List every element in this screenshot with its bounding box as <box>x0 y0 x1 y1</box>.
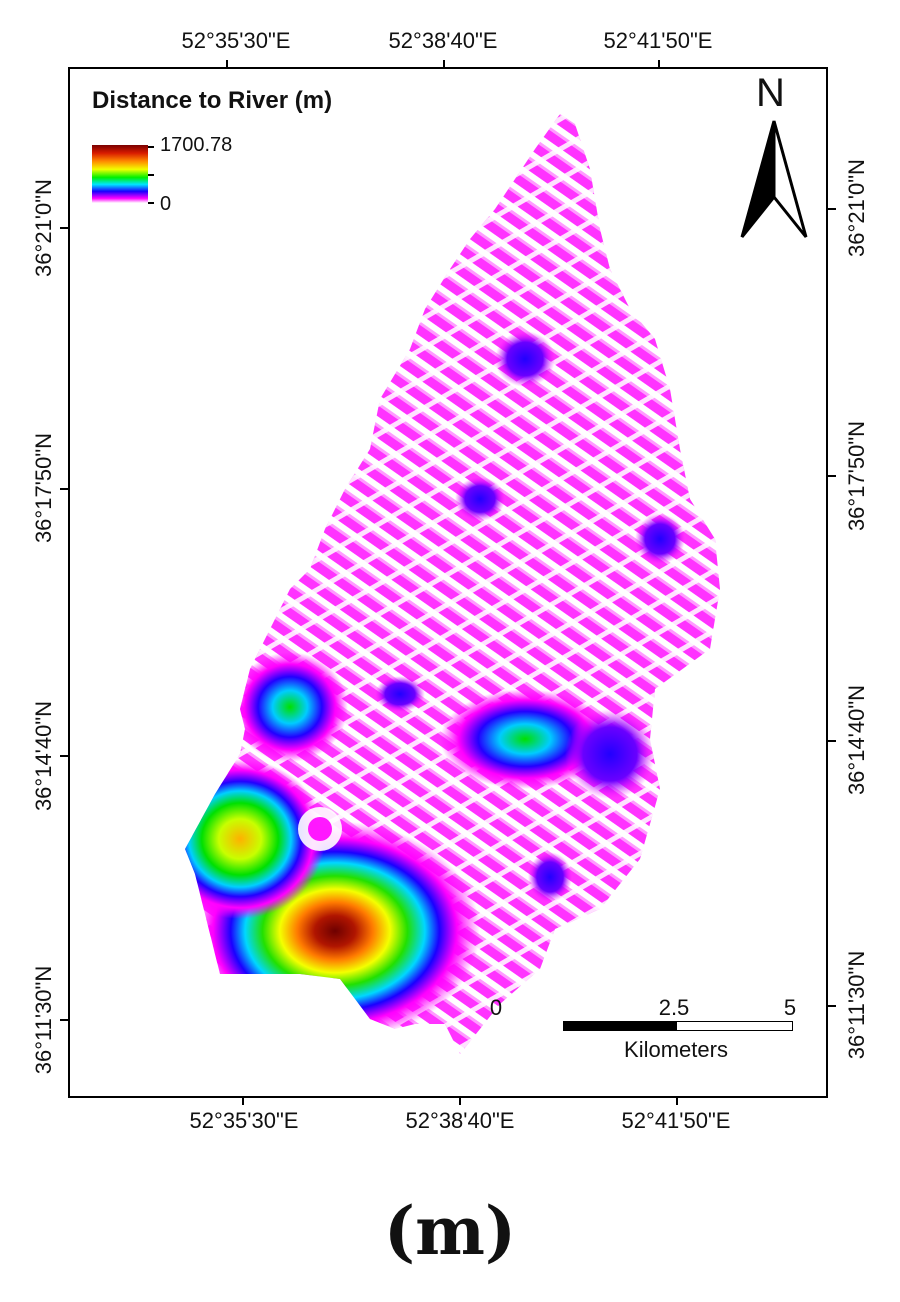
top-tick <box>443 60 445 68</box>
left-latitude-label-2: 36°17'50"N <box>31 432 56 544</box>
scale-bar-filled-segment <box>564 1022 677 1030</box>
scale-unit-label: Kilometers <box>624 1037 728 1062</box>
north-arrow-icon <box>740 120 808 238</box>
right-latitude-label-4: 36°11'30"N <box>844 950 869 1060</box>
left-tick <box>60 227 68 229</box>
right-tick <box>828 475 836 477</box>
left-tick <box>60 488 68 490</box>
left-latitude-label-4: 36°11'30"N <box>31 965 56 1075</box>
left-tick <box>60 1019 68 1021</box>
bottom-tick <box>676 1097 678 1105</box>
right-latitude-label-3: 36°14'40"N <box>844 684 869 796</box>
top-tick <box>226 60 228 68</box>
figure-caption: (m) <box>383 1192 517 1270</box>
map-frame: Distance to River (m) 1700.78 0 N 0 2.5 … <box>68 67 828 1098</box>
right-latitude-label-2: 36°17'50"N <box>844 420 869 532</box>
top-longitude-label-3: 52°41'50"E <box>603 28 713 53</box>
watershed-distance-raster <box>185 114 720 1054</box>
scale-label-5: 5 <box>783 995 797 1020</box>
top-longitude-label-1: 52°35'30"E <box>181 28 291 53</box>
north-label: N <box>756 71 785 115</box>
bottom-longitude-label-1: 52°35'30"E <box>189 1108 299 1133</box>
right-tick <box>828 1005 836 1007</box>
bottom-tick <box>459 1097 461 1105</box>
legend-min-label: 0 <box>160 193 172 215</box>
legend-color-ramp <box>92 145 148 203</box>
right-tick <box>828 208 836 210</box>
top-tick <box>658 60 660 68</box>
right-latitude-label-1: 36°21'0"N <box>844 159 869 257</box>
legend-tick <box>148 174 154 176</box>
bottom-tick <box>242 1097 244 1105</box>
legend-tick <box>148 202 154 204</box>
legend-title: Distance to River (m) <box>92 87 333 114</box>
scale-label-2-5: 2.5 <box>658 995 690 1020</box>
left-tick <box>60 755 68 757</box>
legend-tick <box>148 146 154 148</box>
scale-label-0: 0 <box>489 995 503 1020</box>
bottom-longitude-label-3: 52°41'50"E <box>621 1108 731 1133</box>
bottom-longitude-label-2: 52°38'40"E <box>405 1108 515 1133</box>
scale-bar <box>563 1021 793 1031</box>
right-tick <box>828 740 836 742</box>
left-latitude-label-1: 36°21'0"N <box>31 179 56 277</box>
legend-max-label: 1700.78 <box>160 134 233 156</box>
top-longitude-label-2: 52°38'40"E <box>388 28 498 53</box>
left-latitude-label-3: 36°14'40"N <box>31 700 56 812</box>
